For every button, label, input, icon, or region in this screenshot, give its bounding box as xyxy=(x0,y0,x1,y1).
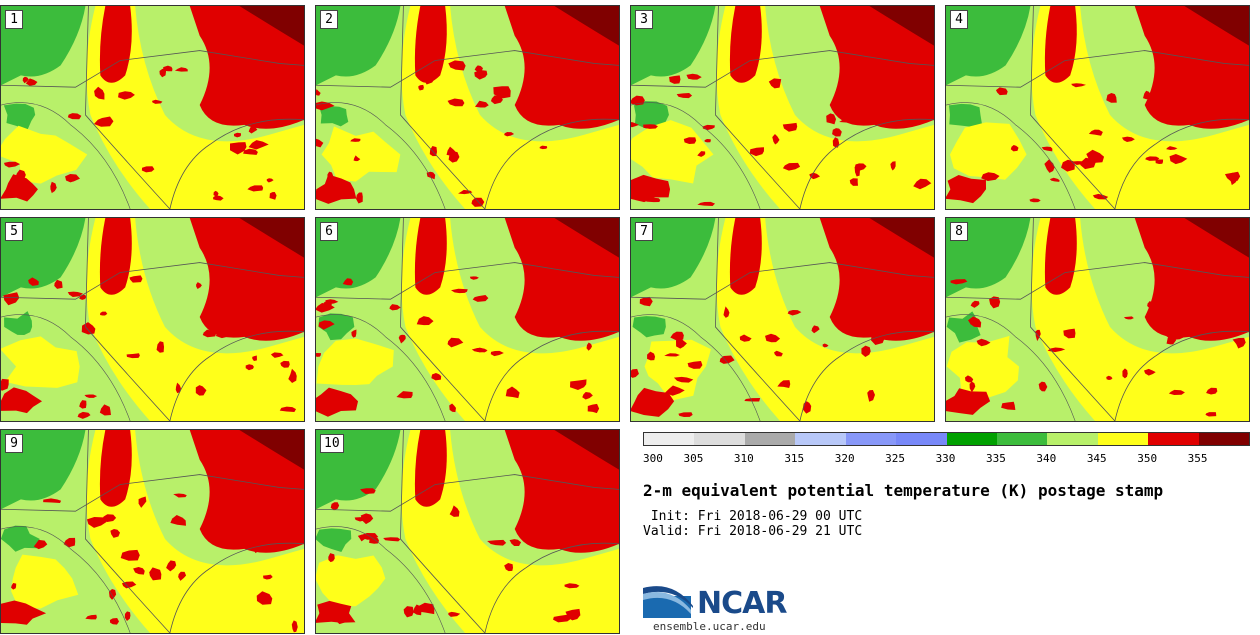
member-number-label: 2 xyxy=(320,10,338,29)
ensemble-member-map: 2 xyxy=(315,5,620,210)
ensemble-member-map: 1 xyxy=(0,5,305,210)
ensemble-member-map: 8 xyxy=(945,217,1250,422)
colorbar-segment xyxy=(644,433,695,445)
colorbar xyxy=(643,432,1250,446)
member-number-label: 3 xyxy=(635,10,653,29)
colorbar-segment xyxy=(996,433,1048,445)
ncar-logo-icon xyxy=(643,586,693,618)
colorbar-tick-label: 345 xyxy=(1086,452,1107,465)
member-number-label: 4 xyxy=(950,10,968,29)
ensemble-member-map: 9 xyxy=(0,429,305,634)
member-number-label: 9 xyxy=(5,434,23,453)
ensemble-url: ensemble.ucar.edu xyxy=(653,620,766,633)
colorbar-tick-label: 325 xyxy=(885,452,906,465)
ensemble-member-map: 7 xyxy=(630,217,935,422)
colorbar-tick-label: 335 xyxy=(985,452,1006,465)
colorbar-segment xyxy=(694,433,745,445)
colorbar-segment xyxy=(795,433,846,445)
colorbar-tick-label: 340 xyxy=(1036,452,1057,465)
colorbar-tick-label: 320 xyxy=(834,452,855,465)
colorbar-tick-label: 355 xyxy=(1187,452,1208,465)
colorbar-segment xyxy=(1148,433,1199,445)
colorbar-segment xyxy=(946,433,997,445)
colorbar-tick-label: 350 xyxy=(1137,452,1158,465)
ensemble-member-map: 10 xyxy=(315,429,620,634)
colorbar-tick-label: 330 xyxy=(935,452,956,465)
member-number-label: 5 xyxy=(5,222,23,241)
colorbar-tick-label: 305 xyxy=(683,452,704,465)
colorbar-segment xyxy=(1198,433,1250,445)
member-number-label: 8 xyxy=(950,222,968,241)
valid-time: Valid: Fri 2018-06-29 21 UTC xyxy=(643,524,863,539)
colorbar-segment xyxy=(1047,433,1098,445)
member-number-label: 6 xyxy=(320,222,338,241)
colorbar-segment xyxy=(845,433,897,445)
colorbar-tick-label: 315 xyxy=(784,452,805,465)
member-number-label: 1 xyxy=(5,10,23,29)
member-number-label: 7 xyxy=(635,222,653,241)
member-number-label: 10 xyxy=(320,434,344,453)
colorbar-ticks: 300 305 310 315 320 325 330 335 340 345 350 355 xyxy=(643,452,1248,466)
ensemble-member-map: 4 xyxy=(945,5,1250,210)
colorbar-segment xyxy=(1097,433,1149,445)
init-time: Init: Fri 2018-06-29 00 UTC xyxy=(643,509,863,524)
ncar-logo-text: NCAR xyxy=(697,586,787,621)
colorbar-tick-label: 310 xyxy=(733,452,754,465)
ensemble-member-map: 3 xyxy=(630,5,935,210)
figure-title: 2-m equivalent potential temperature (K)… xyxy=(643,481,1164,500)
colorbar-tick-label: 300 xyxy=(643,452,663,465)
ensemble-member-map: 6 xyxy=(315,217,620,422)
colorbar-segment xyxy=(744,433,796,445)
ensemble-member-map: 5 xyxy=(0,217,305,422)
colorbar-segment xyxy=(896,433,947,445)
